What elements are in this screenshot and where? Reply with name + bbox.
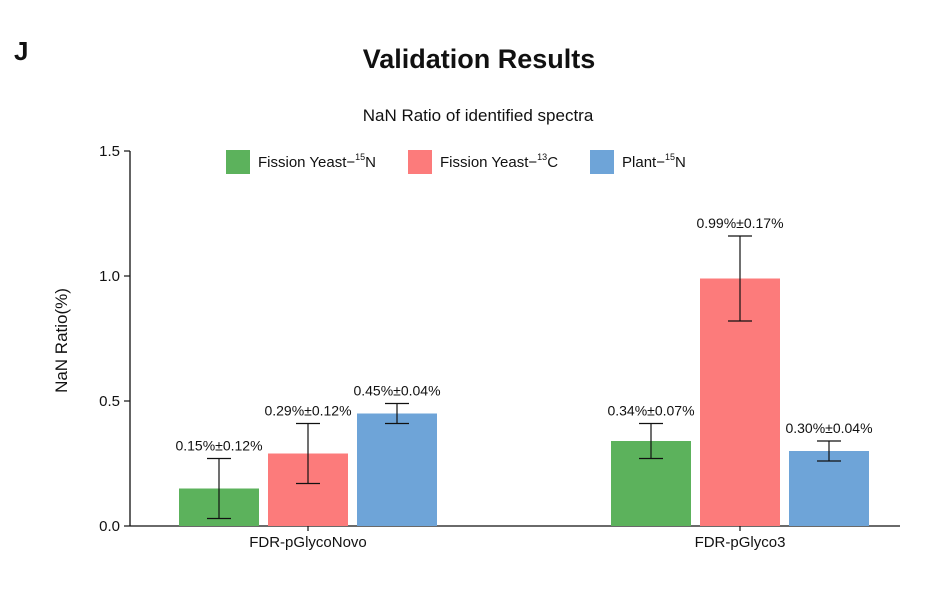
x-tick-label: FDR-pGlyco3 bbox=[695, 534, 786, 551]
y-tick-label: 0.5 bbox=[99, 393, 120, 410]
data-label: 0.45%±0.04% bbox=[353, 383, 440, 399]
bar-plant-15n-fdr-pglyco3 bbox=[789, 451, 869, 526]
y-tick-label: 1.5 bbox=[99, 143, 120, 160]
legend-swatch-red bbox=[408, 150, 433, 174]
bar-plant-15n-fdr-pglyconovo bbox=[357, 413, 437, 526]
legend-label: Fission Yeast−15N bbox=[258, 152, 377, 171]
legend-label: Fission Yeast−13C bbox=[440, 152, 559, 171]
y-axis-label: NaN Ratio(%) bbox=[52, 288, 71, 393]
legend-swatch-blue bbox=[590, 150, 615, 174]
x-tick-label: FDR-pGlycoNovo bbox=[249, 534, 367, 551]
legend-label: Plant−15N bbox=[622, 152, 686, 171]
data-label: 0.29%±0.12% bbox=[264, 403, 351, 419]
data-label: 0.34%±0.07% bbox=[607, 403, 694, 419]
data-label: 0.30%±0.04% bbox=[785, 420, 872, 436]
y-tick-label: 1.0 bbox=[99, 268, 120, 285]
legend-item-fission-yeast-15n: Fission Yeast−15N bbox=[226, 150, 376, 174]
legend-item-fission-yeast-13c: Fission Yeast−13C bbox=[408, 150, 558, 174]
y-tick-label: 0.0 bbox=[99, 518, 120, 535]
legend-swatch-green bbox=[226, 150, 250, 174]
panel-label: J bbox=[14, 36, 29, 66]
chart-legend: Fission Yeast−15N Fission Yeast−13C Plan… bbox=[226, 150, 718, 174]
chart-subtitle: NaN Ratio of identified spectra bbox=[363, 106, 594, 125]
page-title: Validation Results bbox=[362, 44, 596, 74]
legend-item-plant-15n: Plant−15N bbox=[590, 150, 686, 174]
data-label: 0.15%±0.12% bbox=[175, 438, 262, 454]
data-label: 0.99%±0.17% bbox=[696, 215, 783, 231]
